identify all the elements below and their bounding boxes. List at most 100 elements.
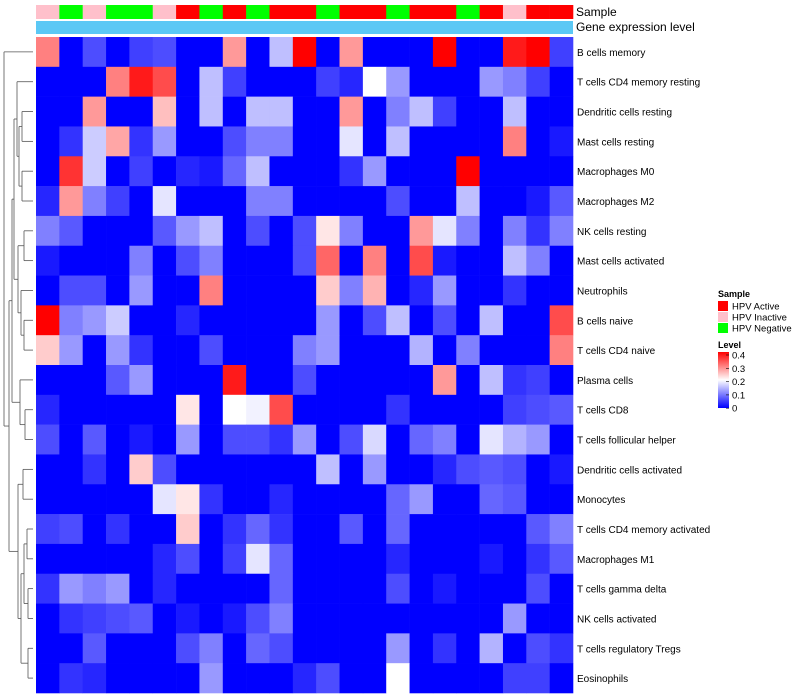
heatmap-cell: [106, 484, 130, 515]
heatmap-cell: [246, 663, 270, 694]
heatmap-cell: [36, 37, 60, 68]
heatmap-cell: [36, 424, 60, 455]
heatmap-cell: [129, 424, 154, 455]
heatmap-cell: [432, 126, 457, 157]
heatmap-cell: [386, 96, 410, 127]
heatmap-cell: [526, 186, 550, 217]
heatmap-cell: [82, 215, 107, 247]
heatmap-cell: [479, 633, 504, 664]
heatmap-cell: [432, 424, 457, 455]
heatmap-cell: [199, 365, 224, 396]
heatmap-cell: [199, 424, 224, 455]
heatmap-cell: [176, 603, 200, 634]
heatmap-cell: [432, 275, 457, 306]
heatmap-cell: [456, 365, 480, 396]
heatmap-cell: [549, 186, 574, 217]
heatmap-cell: [316, 514, 340, 545]
heatmap-cell: [502, 573, 527, 604]
heatmap-cell: [106, 454, 130, 485]
heatmap-cell: [59, 573, 83, 604]
heatmap-cell: [432, 633, 457, 664]
heatmap-cell: [386, 424, 410, 455]
heatmap-cell: [106, 514, 130, 545]
heatmap-cell: [246, 275, 270, 306]
heatmap-cell: [316, 424, 340, 455]
heatmap-cell: [549, 424, 574, 455]
heatmap-cell: [526, 573, 550, 604]
annotation-label-sample: Sample: [576, 5, 617, 19]
heatmap-cell: [246, 335, 270, 366]
legend-swatch: [718, 301, 728, 311]
heatmap-cell: [409, 484, 434, 515]
heatmap-cell: [199, 126, 224, 157]
heatmap-cell: [502, 543, 527, 575]
heatmap-cell: [246, 245, 270, 276]
heatmap-cell: [292, 424, 317, 455]
heatmap-cell: [152, 454, 177, 485]
heatmap-cell: [526, 96, 550, 127]
heatmap-cell: [82, 424, 107, 455]
heatmap-cell: [409, 424, 434, 455]
sample-annotation-cell: [106, 5, 130, 19]
row-label: T cells CD4 naive: [577, 346, 656, 357]
heatmap-cell: [82, 663, 107, 694]
heatmap-cell: [199, 245, 224, 276]
heatmap-cell: [432, 66, 457, 97]
heatmap-cell: [106, 275, 130, 306]
sample-annotation-cell: [502, 5, 527, 19]
heatmap-cell: [269, 66, 294, 97]
column-annotations: [36, 5, 574, 34]
heatmap-cell: [502, 37, 527, 68]
heatmap-cell: [409, 305, 434, 336]
heatmap-cell: [549, 126, 574, 157]
heatmap-cell: [502, 394, 527, 425]
heatmap-cell: [222, 603, 247, 634]
heatmap-cell: [409, 275, 434, 306]
heatmap-cell: [502, 186, 527, 217]
heatmap-cell: [129, 335, 154, 366]
heatmap-cell: [292, 156, 317, 187]
heatmap-cell: [246, 424, 270, 455]
heatmap-cell: [362, 543, 387, 575]
heatmap-cell: [316, 37, 340, 68]
heatmap-cell: [176, 484, 200, 515]
heatmap-cell: [246, 394, 270, 425]
heatmap-cell: [222, 305, 247, 336]
heatmap-cell: [176, 543, 200, 575]
heatmap-cell: [432, 215, 457, 247]
heatmap-cell: [549, 663, 574, 694]
heatmap-cell: [59, 633, 83, 664]
heatmap-cell: [129, 186, 154, 217]
heatmap-cell: [386, 335, 410, 366]
heatmap-cell: [362, 424, 387, 455]
row-label: Mast cells resting: [577, 137, 654, 148]
heatmap-cell: [106, 633, 130, 664]
legend-level-title: Level: [718, 340, 741, 350]
heatmap-cell: [82, 365, 107, 396]
heatmap-cell: [59, 245, 83, 276]
heatmap-cell: [432, 335, 457, 366]
heatmap-cell: [222, 573, 247, 604]
heatmap-cell: [129, 603, 154, 634]
heatmap-cell: [129, 96, 154, 127]
heatmap-cell: [222, 186, 247, 217]
heatmap-cell: [386, 603, 410, 634]
heatmap-cell: [176, 335, 200, 366]
heatmap-cell: [456, 186, 480, 217]
heatmap-cell: [36, 335, 60, 366]
heatmap-cell: [269, 365, 294, 396]
legend-swatch: [718, 323, 728, 333]
heatmap-cell: [152, 365, 177, 396]
heatmap-cell: [526, 514, 550, 545]
heatmap-cell: [549, 335, 574, 366]
heatmap-cell: [269, 573, 294, 604]
heatmap-cell: [479, 126, 504, 157]
heatmap-cell: [176, 365, 200, 396]
heatmap-cell: [152, 335, 177, 366]
heatmap-cell: [316, 275, 340, 306]
heatmap-cell: [222, 215, 247, 247]
heatmap-cell: [292, 335, 317, 366]
heatmap-cell: [199, 484, 224, 515]
heatmap-cell: [339, 543, 364, 575]
